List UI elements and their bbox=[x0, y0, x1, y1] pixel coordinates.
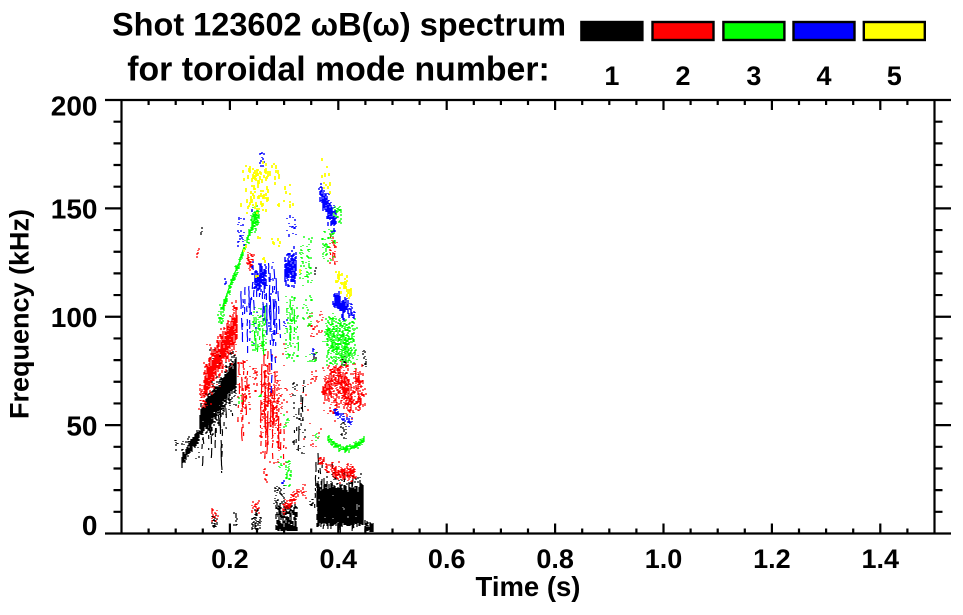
svg-text:3: 3 bbox=[746, 61, 761, 91]
svg-text:0: 0 bbox=[82, 510, 98, 541]
svg-text:0.2: 0.2 bbox=[211, 544, 249, 574]
svg-text:0.8: 0.8 bbox=[536, 544, 574, 574]
svg-text:2: 2 bbox=[675, 61, 690, 91]
svg-text:5: 5 bbox=[887, 61, 902, 91]
svg-text:1.4: 1.4 bbox=[862, 544, 900, 574]
svg-text:1.2: 1.2 bbox=[753, 544, 791, 574]
svg-text:Shot 123602 ωB(ω) spectrum: Shot 123602 ωB(ω) spectrum bbox=[112, 7, 566, 43]
svg-text:50: 50 bbox=[66, 410, 97, 441]
svg-text:0.6: 0.6 bbox=[428, 544, 466, 574]
svg-text:0.4: 0.4 bbox=[320, 544, 358, 574]
svg-text:100: 100 bbox=[51, 302, 98, 333]
svg-text:150: 150 bbox=[51, 194, 98, 225]
svg-text:200: 200 bbox=[51, 91, 98, 122]
svg-text:for toroidal mode number:: for toroidal mode number: bbox=[127, 51, 549, 89]
svg-text:1: 1 bbox=[604, 61, 619, 91]
svg-text:Frequency (kHz): Frequency (kHz) bbox=[5, 209, 35, 419]
svg-text:Time (s): Time (s) bbox=[476, 571, 581, 602]
svg-text:4: 4 bbox=[816, 61, 831, 91]
svg-text:1.0: 1.0 bbox=[645, 544, 683, 574]
